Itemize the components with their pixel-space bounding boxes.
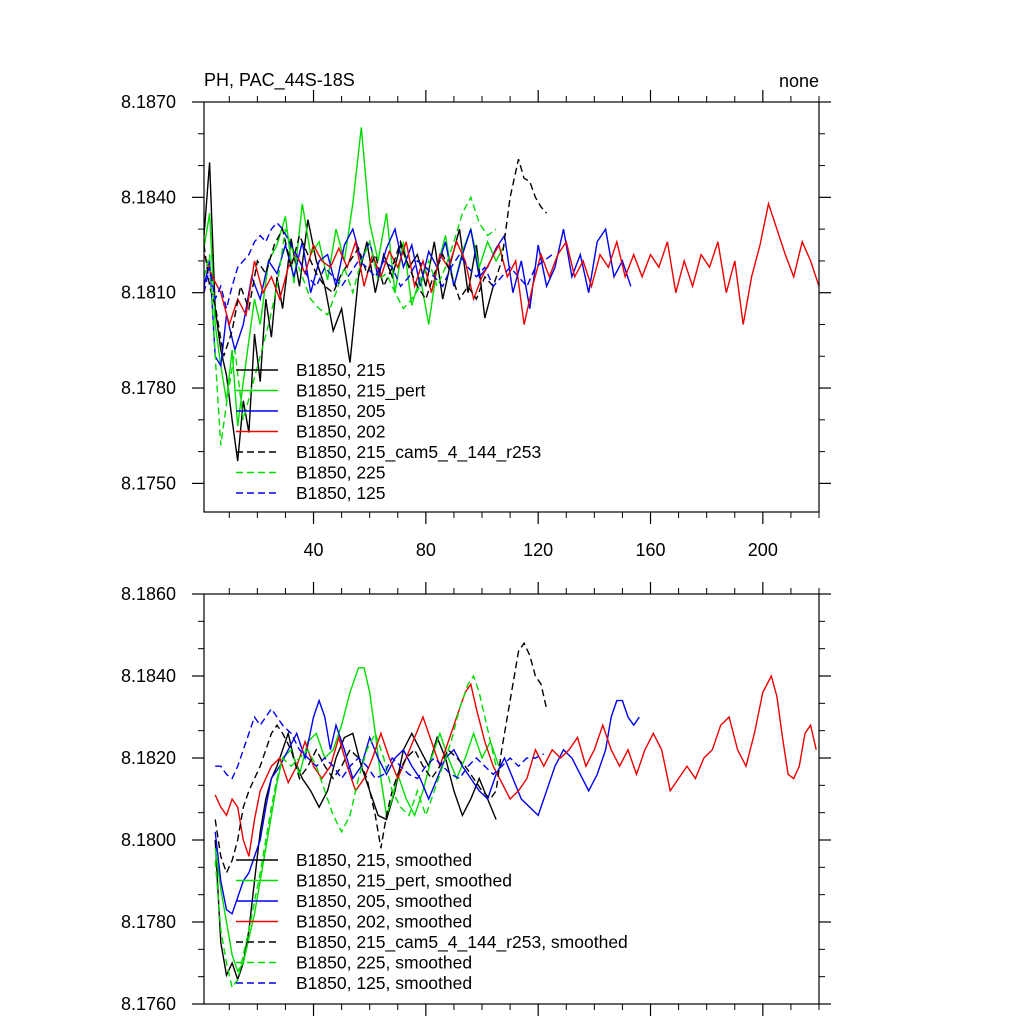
y-tick-label: 8.1780 [121,378,176,398]
y-tick-label: 8.1860 [121,584,176,604]
legend-label: B1850, 225, smoothed [296,953,472,973]
series-line [204,159,548,357]
plot-frame [203,593,820,1005]
legend-label: B1850, 125, smoothed [296,973,472,993]
y-tick-label: 8.1820 [121,748,176,768]
series-line [214,674,497,990]
y-tick-label: 8.1810 [121,283,176,303]
x-tick-label: 40 [304,540,324,560]
chart-title-right: none [779,71,819,91]
x-tick-label: 120 [523,540,553,560]
series-line [214,674,817,857]
y-tick-label: 8.1870 [121,92,176,112]
series-line [214,730,497,982]
legend-label: B1850, 215_pert, smoothed [296,871,512,892]
legend-label: B1850, 215_cam5_4_144_r253 [296,442,541,463]
legend-label: B1850, 215, smoothed [296,850,472,870]
series-line [204,195,497,446]
plot-frame [203,101,820,513]
x-tick-label: 160 [635,540,665,560]
bottom-panel: 8.1760 8.1780 8.1800 8.1820 8.1840 8.1860 B185… [121,582,831,1016]
y-tick-label: 8.1840 [121,187,176,207]
y-tick-label: 8.1840 [121,666,176,686]
series-line [214,698,640,915]
y-tick-label: 8.1800 [121,830,176,850]
legend-label: B1850, 215_pert [296,381,426,402]
y-tick-label: 8.1750 [121,473,176,493]
series-line [214,641,548,875]
legend-label: B1850, 202 [296,422,386,442]
x-tick-label: 80 [416,540,436,560]
top-panel: PH, PAC_44S-18S none 8.1750 8.1780 8.1810 8… [121,70,831,560]
y-tick-label: 8.1760 [121,994,176,1014]
legend-label: B1850, 215_cam5_4_144_r253, smoothed [296,932,628,953]
x-tick-label: 200 [748,540,778,560]
legend-label: B1850, 215 [296,360,386,380]
legend-label: B1850, 225 [296,463,386,483]
y-tick-label: 8.1780 [121,912,176,932]
series-line [204,200,819,327]
chart-title: PH, PAC_44S-18S [204,70,355,91]
series-line [204,226,632,368]
legend-label: B1850, 125 [296,483,386,503]
legend-label: B1850, 205 [296,401,386,421]
legend-label: B1850, 202, smoothed [296,912,472,932]
series-line [215,707,545,780]
series-group [204,127,819,462]
legend-label: B1850, 205, smoothed [296,891,472,911]
